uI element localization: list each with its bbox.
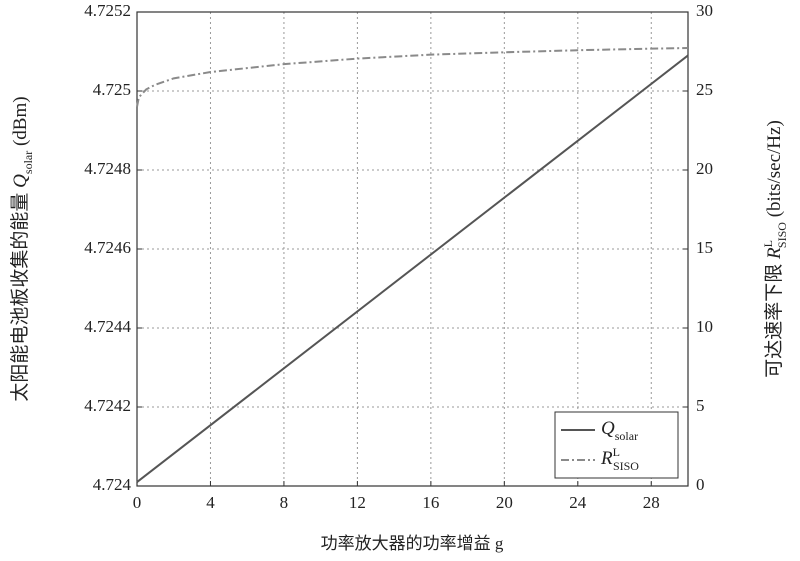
y-tick-label: 4.7252 (84, 1, 131, 20)
y2-tick-label: 5 (696, 396, 705, 415)
series-line (136, 54, 689, 483)
legend-symbol: R (600, 448, 613, 469)
y2-tick-label: 25 (696, 80, 713, 99)
legend-sub: solar (615, 429, 638, 443)
x-tick-label: 24 (569, 493, 587, 512)
x-tick-label: 4 (206, 493, 215, 512)
y2-axis-label: 可达速率下限 RLSISO (bits/sec/Hz) (761, 120, 789, 378)
y2-tick-label: 30 (696, 1, 713, 20)
y2-tick-label: 20 (696, 159, 713, 178)
y2-label-suffix: (bits/sec/Hz) (764, 120, 785, 222)
x-axis-label: 功率放大器的功率增益 g (321, 534, 504, 553)
y2-label-prefix: 可达速率下限 (763, 259, 785, 378)
plot-frame (136, 11, 689, 487)
legend-sub: SISO (613, 459, 639, 473)
y-tick-label: 4.725 (93, 80, 131, 99)
x-tick-label: 0 (133, 493, 142, 512)
x-tick-label: 28 (643, 493, 660, 512)
y2-label-sup: L (761, 240, 775, 247)
series-line (136, 47, 689, 107)
y-tick-label: 4.7248 (84, 159, 131, 178)
y-tick-label: 4.7242 (84, 396, 131, 415)
x-tick-label: 20 (496, 493, 513, 512)
y2-tick-label: 10 (696, 317, 713, 336)
y-label-symbol: Q (10, 174, 31, 188)
y2-label-sub: SISO (775, 222, 789, 248)
y-axis-label: 太阳能电池板收集的能量 Qsolar (dBm) (9, 96, 34, 401)
y2-tick-label: 0 (696, 475, 705, 494)
legend-symbol: Q (601, 418, 615, 439)
y-tick-label: 4.7244 (84, 317, 131, 336)
legend-label: Qsolar (601, 418, 638, 442)
y-label-prefix: 太阳能电池板收集的能量 (9, 188, 31, 402)
legend-sup: L (613, 445, 620, 459)
x-tick-label: 16 (422, 493, 439, 512)
y-label-suffix: (dBm) (10, 96, 31, 150)
y-tick-label: 4.7246 (84, 238, 131, 257)
legend-box (554, 411, 679, 479)
y-label-sub: solar (21, 151, 35, 174)
x-tick-label: 12 (349, 493, 366, 512)
y2-label-symbol: R (764, 247, 785, 260)
x-tick-label: 8 (280, 493, 289, 512)
y-tick-label: 4.724 (93, 475, 132, 494)
legend-label: RL SISO (600, 445, 639, 473)
y2-tick-label: 15 (696, 238, 713, 257)
